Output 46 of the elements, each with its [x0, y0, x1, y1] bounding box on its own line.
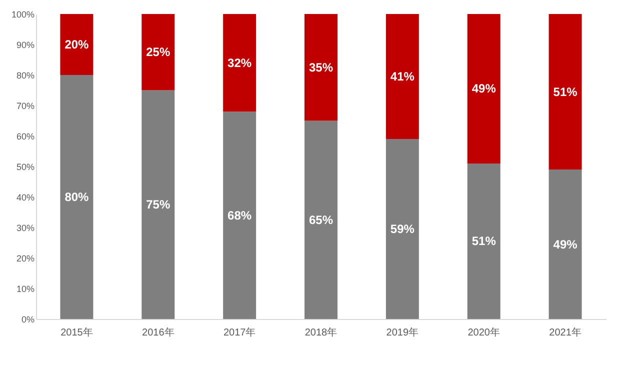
y-tick-label: 40%: [16, 192, 34, 202]
data-label: 68%: [228, 208, 252, 222]
data-label: 20%: [64, 38, 90, 52]
bar: [386, 139, 419, 319]
data-label: 35%: [308, 60, 334, 74]
y-tick-label: 60%: [16, 132, 34, 142]
bar: [548, 14, 582, 170]
data-label: 51%: [472, 234, 496, 248]
bar: [548, 170, 582, 319]
data-label: 49%: [553, 237, 578, 252]
bar: [467, 163, 500, 319]
bar: [223, 14, 256, 112]
data-label: 49%: [472, 82, 496, 96]
x-tick-label: 2019年: [386, 326, 419, 338]
y-tick-label: 20%: [16, 254, 34, 264]
y-tick-label: 100%: [11, 10, 34, 20]
data-label: 25%: [146, 45, 170, 60]
x-tick-label: 2020年: [468, 326, 500, 338]
x-tick-label: 2018年: [304, 326, 338, 338]
x-tick-label: 2015年: [60, 326, 93, 338]
data-label: 41%: [390, 70, 415, 84]
bar: [60, 75, 94, 319]
data-label: 32%: [228, 56, 252, 70]
y-tick-label: 30%: [16, 223, 34, 233]
bar: [386, 14, 419, 140]
x-tick-label: 2021年: [549, 326, 582, 338]
data-label: 65%: [308, 212, 334, 227]
y-tick-label: 10%: [16, 284, 34, 294]
data-label: 59%: [390, 222, 415, 236]
x-tick-label: 2016年: [142, 326, 174, 338]
y-tick-label: 50%: [16, 162, 34, 172]
data-label: 80%: [64, 190, 90, 204]
y-tick-label: 0%: [21, 314, 34, 324]
bar: [60, 14, 94, 75]
y-tick-label: 70%: [16, 101, 34, 111]
bar: [142, 90, 175, 319]
data-label: 51%: [553, 84, 578, 99]
y-tick-label: 90%: [16, 40, 34, 50]
bar: [223, 112, 256, 319]
bar: [467, 14, 500, 164]
bar: [304, 14, 338, 121]
data-label: 75%: [146, 198, 170, 212]
bar: [304, 120, 338, 319]
y-tick-label: 80%: [16, 70, 34, 80]
x-tick-label: 2017年: [223, 326, 256, 338]
bar: [142, 14, 175, 90]
